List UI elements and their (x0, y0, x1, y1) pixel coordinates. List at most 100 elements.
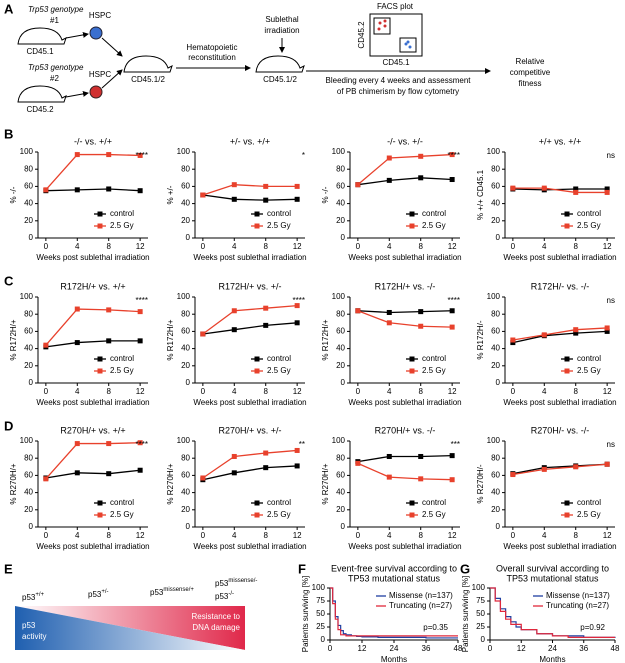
y-tick-label: 40 (336, 488, 345, 497)
annotation: ns (607, 440, 615, 449)
x-tick-label: 12 (358, 644, 367, 653)
data-point (541, 466, 547, 472)
data-point (604, 186, 610, 192)
annotation: **** (293, 296, 305, 305)
chart-title: Overall survival according to (496, 563, 609, 573)
annotation: ** (299, 440, 305, 449)
data-point (573, 327, 579, 333)
data-point (106, 338, 112, 344)
series-line (512, 188, 608, 191)
x-tick-label: 12 (517, 644, 526, 653)
y-tick-label: 80 (336, 164, 345, 173)
step-label: Sublethal (265, 15, 299, 24)
step-label: Bleeding every 4 weeks and assessment (326, 76, 472, 85)
data-point (294, 447, 300, 453)
x-tick-label: 4 (542, 531, 547, 540)
y-tick-label: 100 (332, 436, 346, 445)
x-tick-label: 8 (263, 242, 268, 251)
chart-title: -/- vs. +/- (387, 136, 423, 146)
step-label: Hematopoietic (186, 43, 237, 52)
data-point (510, 337, 516, 343)
y-tick-label: 100 (20, 147, 34, 156)
x-tick-label: 12 (448, 242, 457, 251)
series-line (202, 465, 298, 481)
hspc-label: HSPC (89, 70, 111, 79)
x-tick-label: 12 (293, 531, 302, 540)
x-tick-label: 8 (263, 387, 268, 396)
x-tick-label: 0 (356, 242, 361, 251)
panel-e: p53+/+ p53+/- p53missense/+ p53missense/… (15, 578, 257, 650)
legend-label: control (110, 209, 134, 218)
genotype-label: #2 (50, 74, 59, 83)
legend-label: control (422, 209, 446, 218)
state-label: p53-/- (215, 591, 234, 602)
y-tick-label: 60 (336, 471, 345, 480)
annotation: p=0.35 (423, 623, 448, 632)
y-tick-label: 40 (181, 488, 190, 497)
y-tick-label: 60 (336, 182, 345, 191)
legend-marker (97, 356, 103, 362)
data-point (137, 309, 143, 315)
x-tick-label: 8 (263, 531, 268, 540)
data-point (573, 330, 579, 336)
panel-label: E (4, 561, 13, 576)
x-tick-label: 36 (422, 644, 431, 653)
y-tick-label: 60 (491, 327, 500, 336)
y-tick-label: 0 (321, 635, 326, 644)
data-point (510, 185, 516, 191)
facs-axis: CD45.1 (382, 58, 410, 67)
y-tick-label: 80 (181, 164, 190, 173)
legend-marker (564, 356, 570, 362)
data-point (200, 475, 206, 481)
data-point (541, 185, 547, 191)
legend-marker (254, 368, 260, 374)
activity-label: activity (22, 632, 46, 641)
data-point (418, 309, 424, 315)
chart-title: Event-free survival according to (331, 563, 457, 573)
result-label: competitive (510, 68, 551, 77)
y-tick-label: 100 (312, 583, 326, 592)
y-tick-label: 40 (491, 344, 500, 353)
x-axis-label: Weeks post sublethal irradiation (348, 253, 461, 262)
legend-label: 2.5 Gy (110, 510, 134, 519)
data-point (43, 342, 49, 348)
y-tick-label: 50 (476, 609, 485, 618)
x-tick-label: 8 (106, 531, 111, 540)
annotation: **** (136, 440, 148, 449)
y-tick-label: 80 (181, 453, 190, 462)
legend-label: control (577, 209, 601, 218)
mouse (17, 85, 67, 103)
y-tick-label: 60 (336, 327, 345, 336)
y-tick-label: 0 (341, 378, 346, 387)
y-tick-label: 100 (177, 292, 191, 301)
data-point (386, 453, 392, 459)
data-point (604, 189, 610, 195)
y-tick-label: 100 (472, 583, 486, 592)
legend-marker (254, 356, 260, 362)
x-tick-label: 0 (201, 387, 206, 396)
x-tick-label: 12 (136, 242, 145, 251)
data-point (355, 460, 361, 466)
legend-label: 2.5 Gy (267, 510, 291, 519)
legend-label: control (577, 354, 601, 363)
y-tick-label: 100 (487, 147, 501, 156)
x-tick-label: 12 (136, 387, 145, 396)
y-axis-label: % R270H/+ (321, 463, 330, 504)
result-label: fitness (518, 79, 541, 88)
chart-title: R270H/+ vs. +/+ (60, 425, 125, 435)
y-tick-label: 80 (491, 164, 500, 173)
y-tick-label: 60 (24, 182, 33, 191)
hspc-cell (89, 85, 103, 99)
data-point (263, 465, 269, 471)
x-axis-label: Weeks post sublethal irradiation (348, 542, 461, 551)
x-tick-label: 4 (232, 531, 237, 540)
genotype-label: Trp53 genotype (28, 5, 84, 14)
panel-label: F (298, 561, 306, 576)
data-point (263, 450, 269, 456)
legend-marker (409, 356, 415, 362)
x-tick-label: 48 (454, 644, 463, 653)
data-point (263, 183, 269, 189)
series-line (45, 308, 141, 346)
x-axis-label: Months (381, 655, 407, 663)
